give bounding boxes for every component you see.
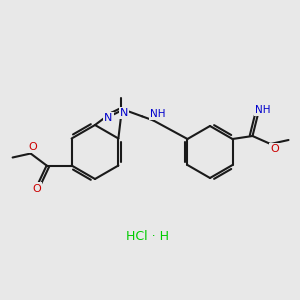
- Text: HCl · H: HCl · H: [127, 230, 170, 244]
- Text: N: N: [120, 108, 128, 118]
- Text: O: O: [28, 142, 37, 152]
- Text: N: N: [104, 113, 113, 123]
- Text: NH: NH: [255, 105, 270, 115]
- Text: O: O: [270, 144, 279, 154]
- Text: O: O: [32, 184, 41, 194]
- Text: NH: NH: [150, 110, 166, 119]
